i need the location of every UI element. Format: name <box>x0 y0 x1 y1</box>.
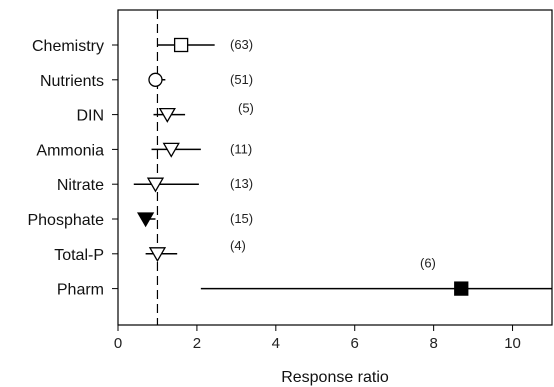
row-chemistry: Chemistry (63) <box>32 37 253 55</box>
x-tick-label-6: 6 <box>351 335 359 352</box>
mean-marker <box>148 72 163 87</box>
row-phosphate: Phosphate (15) <box>27 211 253 229</box>
category-label: DIN <box>76 108 104 125</box>
x-axis-ticks: 0 2 4 6 8 10 <box>114 325 521 352</box>
sample-size-label: (4) <box>230 238 246 253</box>
mean-marker <box>136 212 155 228</box>
category-label: Chemistry <box>32 38 104 55</box>
row-din: DIN (5) <box>76 101 253 125</box>
row-nutrients: Nutrients (51) <box>40 72 253 90</box>
x-tick-label-8: 8 <box>429 335 437 352</box>
sample-size-label: (51) <box>230 72 253 87</box>
x-axis-title: Response ratio <box>281 369 389 386</box>
sample-size-label: (5) <box>238 101 254 116</box>
x-tick-label-2: 2 <box>193 335 201 352</box>
x-tick-label-0: 0 <box>114 335 122 352</box>
mean-marker <box>148 247 167 263</box>
sample-size-label: (63) <box>230 37 253 52</box>
x-tick-label-4: 4 <box>272 335 280 352</box>
category-label: Phosphate <box>27 212 104 229</box>
category-label: Nitrate <box>57 177 104 194</box>
mean-marker <box>146 177 165 193</box>
sample-size-label: (15) <box>230 211 253 226</box>
sample-size-label: (6) <box>420 256 436 271</box>
forest-rows: Chemistry (63) Nutrients (51) DIN (5) Ammonia (… <box>27 37 552 299</box>
category-label: Total-P <box>54 247 104 264</box>
category-label: Nutrients <box>40 73 104 90</box>
mean-marker <box>454 281 469 296</box>
mean-marker <box>158 107 176 123</box>
sample-size-label: (11) <box>230 141 252 156</box>
x-tick-label-10: 10 <box>504 335 521 352</box>
mean-marker <box>173 37 189 53</box>
row-pharm: Pharm (6) <box>57 256 552 299</box>
category-label: Pharm <box>57 282 104 299</box>
row-ammonia: Ammonia (11) <box>36 141 252 159</box>
plot-frame <box>117 9 553 326</box>
sample-size-label: (13) <box>230 176 253 191</box>
mean-marker <box>162 142 180 158</box>
row-total-p: Total-P (4) <box>54 238 246 264</box>
row-nitrate: Nitrate (13) <box>57 176 253 194</box>
category-label: Ammonia <box>36 142 104 159</box>
